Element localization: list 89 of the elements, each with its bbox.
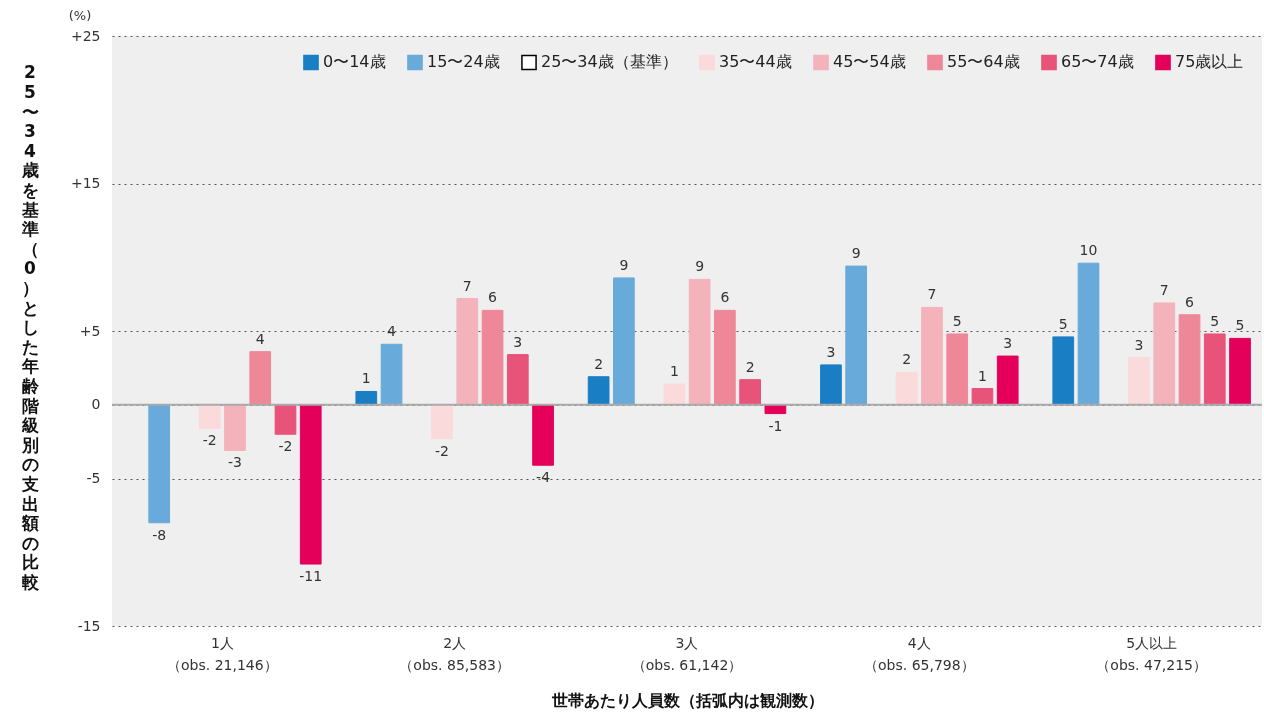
data-label: 3 — [1134, 336, 1144, 353]
data-label: 1 — [977, 367, 987, 384]
bar — [249, 351, 272, 406]
bar — [1229, 337, 1251, 406]
data-label: 9 — [695, 258, 705, 275]
y-tick-label: +15 — [70, 175, 101, 191]
bar — [820, 364, 842, 406]
legend-label: 0〜14歳 — [323, 52, 386, 72]
x-tick-label: 1人（obs. 21,146） — [167, 634, 278, 673]
bar — [971, 388, 994, 406]
data-label: -8 — [152, 526, 167, 543]
text: (%) — [68, 8, 92, 23]
bar — [198, 404, 221, 429]
data-label: 10 — [1079, 242, 1098, 259]
data-label: 5 — [1210, 312, 1220, 329]
y-tick-label: +5 — [79, 322, 101, 339]
bar — [1128, 357, 1150, 406]
bar — [663, 383, 686, 406]
x-axis-title: 世帯あたり人員数（括弧内は観測数） — [550, 690, 824, 710]
data-label: 7 — [462, 277, 472, 294]
data-label: 6 — [1185, 293, 1195, 310]
data-label: 2 — [594, 355, 604, 372]
bar — [456, 298, 479, 406]
data-label: 5 — [952, 312, 962, 329]
x-tick-label: 2人（obs. 85,583） — [399, 634, 510, 673]
bar — [587, 376, 610, 406]
bar — [148, 404, 171, 524]
data-label: 3 — [826, 343, 836, 360]
y-tick-label: -15 — [77, 617, 101, 634]
bar — [224, 404, 246, 451]
bar — [1153, 302, 1176, 406]
data-label: -1 — [768, 417, 783, 434]
data-label: 4 — [255, 330, 265, 347]
legend-label: 75歳以上 — [1175, 52, 1244, 72]
data-label: 6 — [488, 289, 498, 306]
data-label: 2 — [902, 351, 912, 368]
y-tick-label: +25 — [70, 27, 101, 44]
data-label: 3 — [1003, 335, 1013, 352]
data-label: 1 — [361, 370, 371, 387]
data-label: 6 — [720, 289, 730, 306]
bar — [380, 343, 403, 406]
bar — [688, 278, 711, 406]
bar — [299, 404, 322, 565]
bar — [714, 309, 736, 406]
data-label: -2 — [435, 442, 450, 459]
bar — [996, 355, 1019, 406]
bar — [739, 379, 761, 406]
bar — [506, 354, 529, 406]
legend-label: 25〜34歳（基準） — [541, 52, 678, 72]
x-tick-label: 5人以上（obs. 47,215） — [1096, 634, 1207, 673]
data-label: 5 — [1058, 315, 1068, 332]
bar — [1077, 262, 1100, 406]
bar — [1052, 336, 1075, 406]
data-label: -3 — [228, 454, 242, 471]
data-label: 1 — [669, 363, 679, 380]
data-label: -4 — [536, 469, 551, 486]
bar — [613, 277, 635, 406]
legend-label: 15〜24歳 — [427, 52, 500, 72]
bar — [946, 333, 969, 406]
y-tick-label: -5 — [86, 470, 101, 486]
data-label: -2 — [278, 438, 293, 455]
text: 25〜34歳を基準（0）とした年齢階級別の支出額の比較 — [21, 62, 39, 592]
bar — [895, 371, 918, 406]
bar — [921, 306, 943, 406]
data-label: 7 — [1159, 281, 1169, 298]
bar — [845, 265, 868, 406]
data-label: -11 — [299, 568, 323, 585]
bar — [355, 390, 378, 406]
legend-label: 45〜54歳 — [833, 52, 906, 72]
data-label: 7 — [927, 286, 937, 303]
bar — [481, 309, 504, 406]
bar — [532, 404, 554, 466]
bar — [1178, 314, 1201, 406]
y-tick-label: 0 — [91, 396, 101, 413]
legend-label: 35〜44歳 — [719, 52, 792, 72]
data-label: 3 — [513, 333, 523, 350]
data-label: 9 — [851, 245, 861, 262]
bar — [431, 404, 453, 440]
x-tick-label: 4人（obs. 65,798） — [864, 634, 975, 673]
data-label: 5 — [1235, 317, 1245, 334]
data-label: -2 — [202, 432, 217, 449]
data-label: 9 — [619, 256, 629, 273]
bar — [274, 404, 297, 435]
data-label: 2 — [745, 358, 755, 375]
bar — [1203, 333, 1226, 406]
legend-label: 65〜74歳 — [1061, 52, 1134, 72]
legend-label: 55〜64歳 — [947, 52, 1020, 72]
x-tick-label: 3人（obs. 61,142） — [631, 634, 743, 673]
data-label: 4 — [387, 323, 397, 340]
